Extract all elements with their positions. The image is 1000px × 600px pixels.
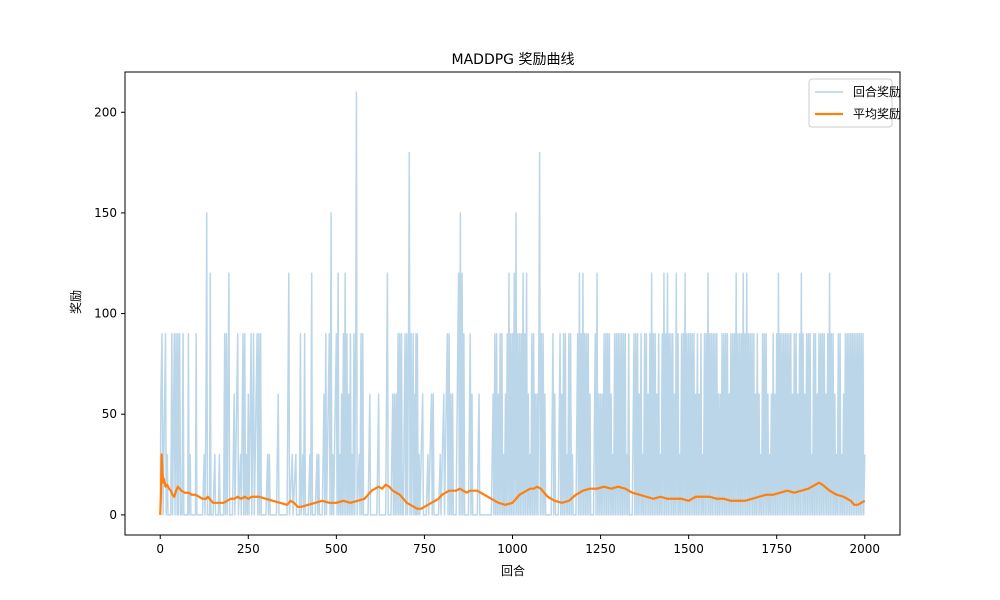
x-tick-label: 1250 [585,542,616,556]
y-tick-label: 200 [94,105,117,119]
x-tick-label: 500 [325,542,348,556]
x-tick-label: 250 [237,542,260,556]
series-line-episode-reward [159,91,866,516]
x-tick-label: 0 [156,542,164,556]
series-line-average-reward [159,453,866,515]
x-tick-label: 1750 [761,542,792,556]
x-tick-label: 1500 [673,542,704,556]
y-axis-label: 奖励 [69,290,83,314]
y-tick-label: 150 [94,206,117,220]
x-tick-label: 750 [413,542,436,556]
chart-title: MADDPG 奖励曲线 [452,51,575,68]
legend-label: 回合奖励 [853,84,901,99]
x-tick-label: 2000 [849,542,880,556]
y-axis: 0 50 100 150 200 [94,105,125,522]
series-layer [159,91,866,516]
x-axis: 0 250 500 750 1000 1250 1500 1750 2000 [156,535,880,556]
legend-label: 平均奖励 [853,107,901,121]
x-tick-label: 1000 [497,542,528,556]
y-tick-label: 0 [109,508,117,522]
x-axis-label: 回合 [501,563,525,578]
y-tick-label: 50 [102,407,117,421]
y-tick-label: 100 [94,307,117,321]
